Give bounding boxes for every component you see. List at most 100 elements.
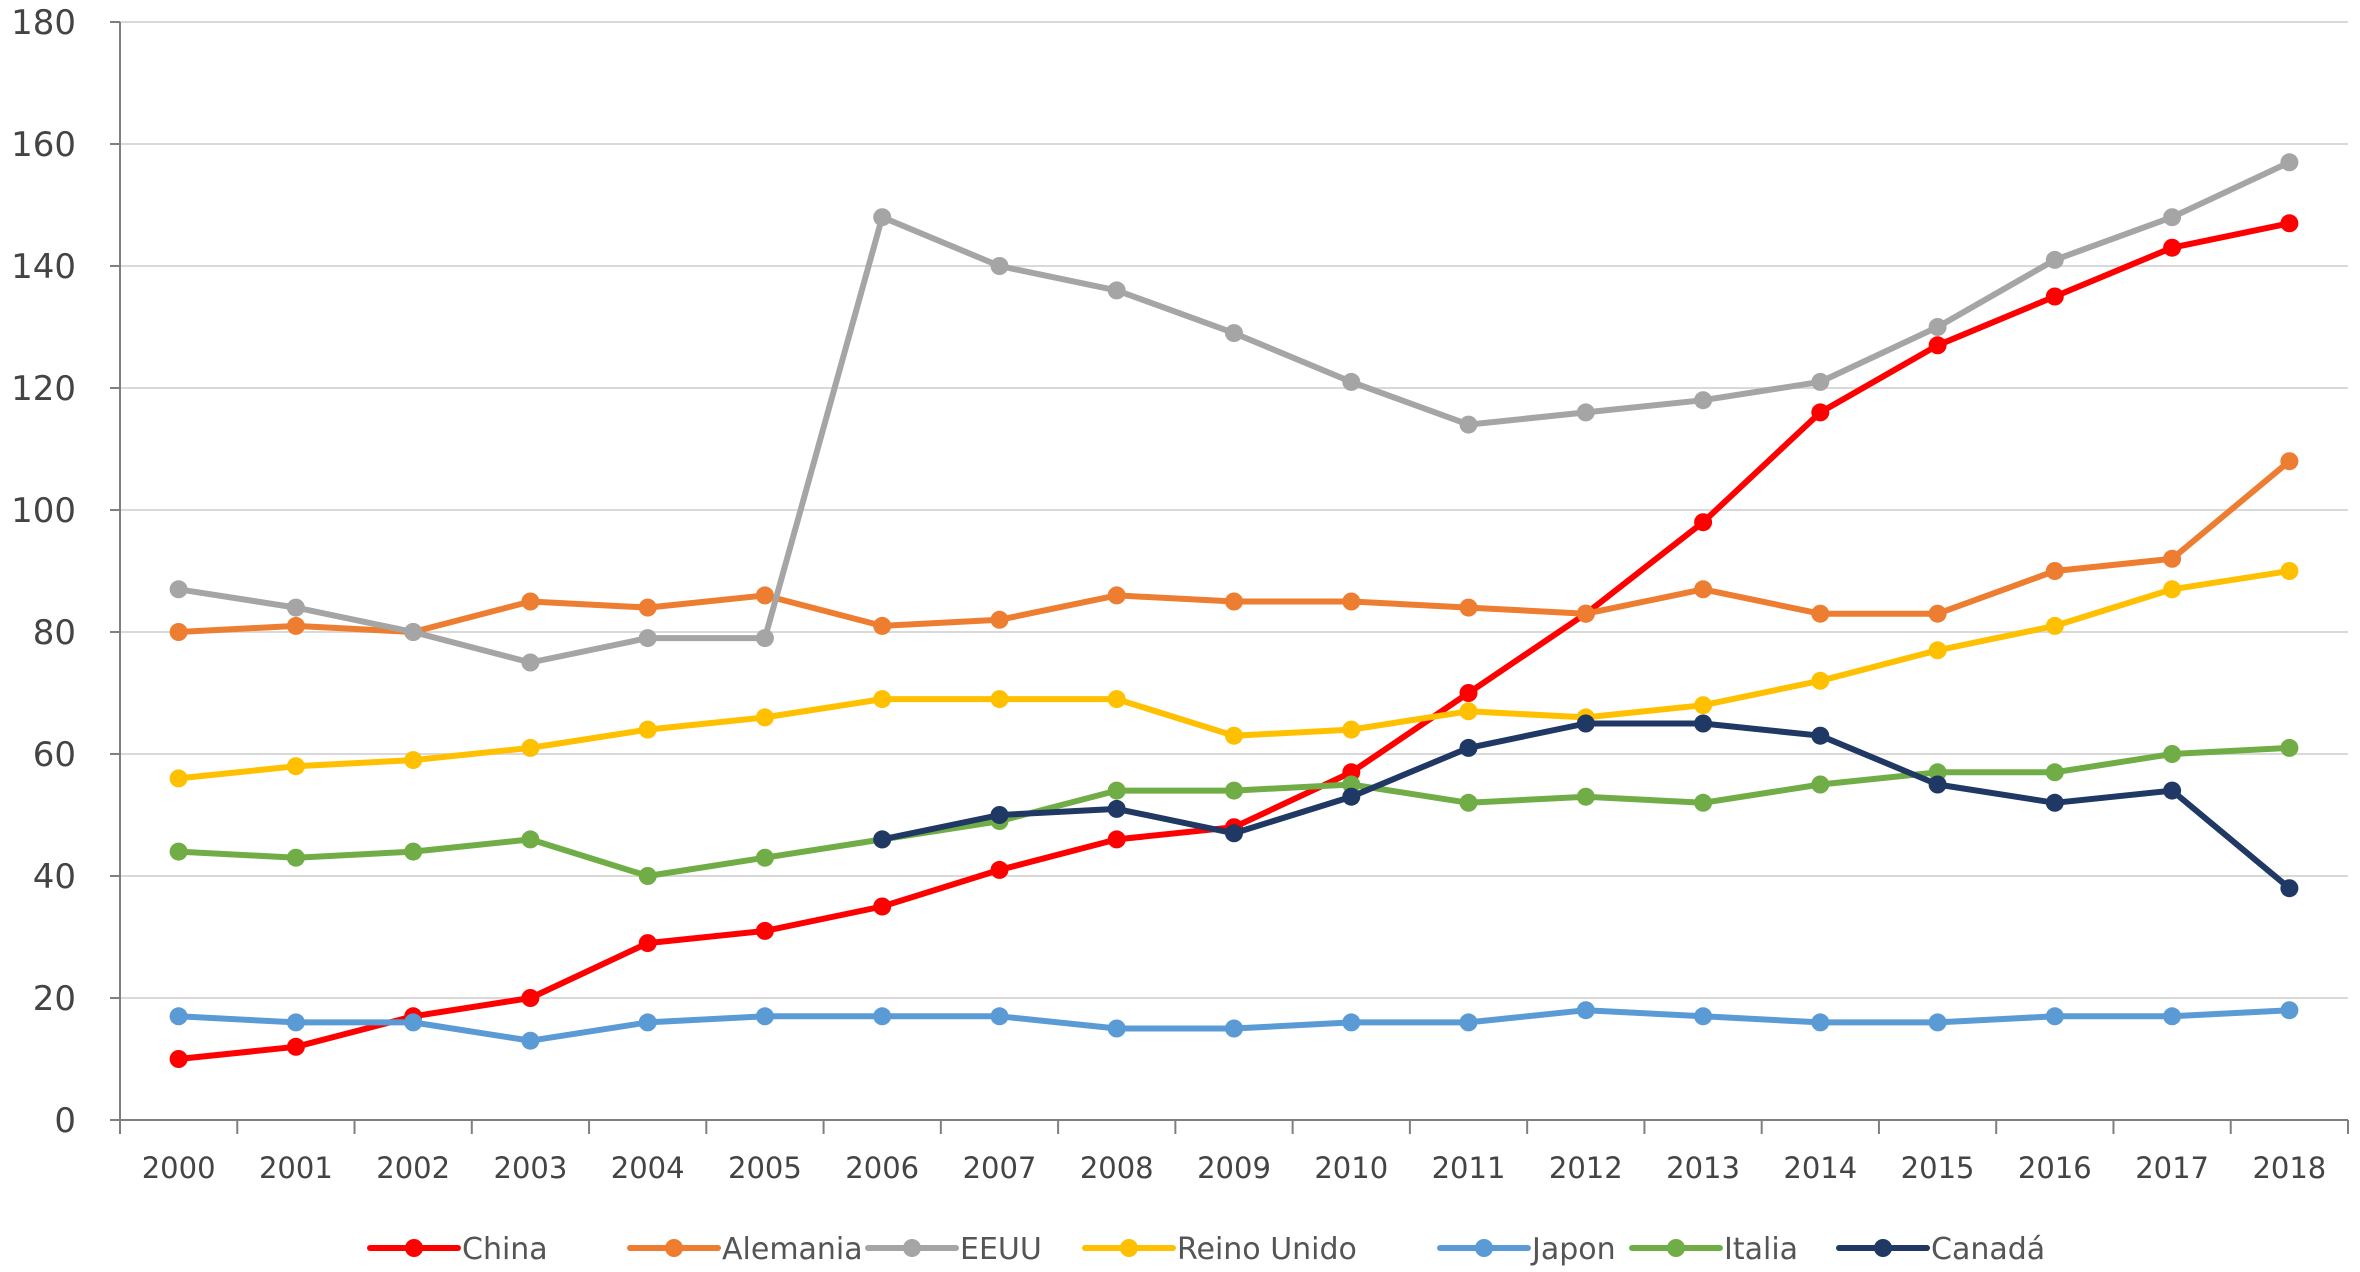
data-point-reino-unido <box>2280 562 2299 580</box>
data-point-china <box>1811 403 1830 422</box>
data-point-reino-unido <box>638 720 657 739</box>
data-point-alemania <box>1694 580 1713 599</box>
data-point-china <box>873 897 892 916</box>
data-point-china <box>638 934 657 953</box>
y-axis-ticks: 0 20 40 60 80 100 120 140 160 180 <box>11 3 76 1141</box>
series-alemania <box>169 452 2299 641</box>
x-tick-label: 2008 <box>1080 1151 1154 1185</box>
data-point-reino-unido <box>990 690 1009 709</box>
legend-item-eeuu: EEUU <box>865 1232 1042 1267</box>
data-point-japon <box>2280 1001 2299 1020</box>
y-tick-label: 120 <box>11 369 76 409</box>
data-point-alemania <box>990 610 1009 629</box>
series-eeuu <box>169 153 2299 672</box>
data-point-reino-unido <box>1225 726 1243 745</box>
x-tick-label: 2007 <box>963 1151 1037 1185</box>
y-tick-label: 20 <box>33 979 76 1019</box>
data-point-eeuu <box>2045 250 2064 269</box>
data-point-alemania <box>521 592 540 611</box>
data-point-alemania <box>2045 562 2064 580</box>
data-point-china <box>990 860 1009 879</box>
legend-marker-eeuu <box>903 1239 921 1257</box>
y-tick-label: 140 <box>11 247 76 287</box>
legend-item-china: China <box>367 1232 548 1267</box>
data-point-eeuu <box>1225 324 1243 343</box>
data-point-canada <box>2045 793 2064 812</box>
legend-item-italia: Italia <box>1629 1232 1798 1267</box>
data-point-italia <box>1811 775 1830 794</box>
x-tick-label: 2015 <box>1901 1151 1975 1185</box>
legend-label-reino-unido: Reino Unido <box>1177 1232 1357 1267</box>
data-point-japon <box>755 1007 774 1026</box>
data-point-japon <box>1928 1013 1947 1032</box>
data-point-japon <box>404 1013 423 1032</box>
legend-marker-japon <box>1475 1239 1493 1257</box>
data-point-alemania <box>1225 592 1243 611</box>
data-point-china <box>1694 513 1713 532</box>
data-point-alemania <box>169 623 188 641</box>
data-point-italia <box>2280 738 2299 757</box>
data-point-italia <box>638 867 657 885</box>
data-point-reino-unido <box>1694 696 1713 715</box>
data-point-china <box>755 921 774 940</box>
data-point-eeuu <box>638 629 657 648</box>
data-point-italia <box>2045 763 2064 782</box>
series-reino-unido <box>169 562 2299 788</box>
data-point-canada <box>873 830 892 849</box>
data-point-reino-unido <box>169 769 188 788</box>
data-point-reino-unido <box>1811 671 1830 690</box>
legend-item-canada: Canadá <box>1836 1232 2045 1267</box>
legend-label-eeuu: EEUU <box>960 1232 1042 1267</box>
y-tick-label: 160 <box>11 125 76 165</box>
data-point-alemania <box>1342 592 1361 611</box>
y-tick-label: 0 <box>54 1101 76 1141</box>
data-point-italia <box>1694 793 1713 812</box>
data-point-reino-unido <box>1107 690 1126 709</box>
data-point-reino-unido <box>1342 720 1361 739</box>
series-lines <box>169 153 2299 1068</box>
data-point-eeuu <box>1694 391 1713 410</box>
data-point-japon <box>2163 1007 2182 1026</box>
series-italia <box>169 738 2299 885</box>
data-point-italia <box>1225 781 1243 800</box>
data-point-eeuu <box>169 580 188 599</box>
data-point-eeuu <box>755 629 774 648</box>
x-tick-label: 2016 <box>2018 1151 2092 1185</box>
data-point-reino-unido <box>2045 616 2064 635</box>
data-point-eeuu <box>1107 281 1126 300</box>
data-point-eeuu <box>1811 372 1830 391</box>
x-tick-label: 2018 <box>2252 1151 2326 1185</box>
data-point-canada <box>1459 738 1478 757</box>
data-point-japon <box>873 1007 892 1026</box>
data-point-eeuu <box>404 623 423 641</box>
data-point-canada <box>2280 879 2299 898</box>
data-point-alemania <box>2163 549 2182 568</box>
data-point-china <box>2163 238 2182 257</box>
data-point-italia <box>169 842 188 861</box>
data-point-china <box>2280 214 2299 233</box>
data-point-japon <box>169 1007 188 1026</box>
data-point-canada <box>1576 714 1595 733</box>
x-tick-label: 2003 <box>494 1151 568 1185</box>
x-tick-label: 2004 <box>611 1151 685 1185</box>
x-tick-label: 2006 <box>845 1151 919 1185</box>
data-point-italia <box>755 848 774 867</box>
y-tick-label: 100 <box>11 491 76 531</box>
data-point-reino-unido <box>2163 580 2182 599</box>
legend: China Alemania EEUU Reino Unido Japon Italia C… <box>367 1232 2045 1267</box>
data-point-alemania <box>755 586 774 605</box>
data-point-italia <box>1576 787 1595 806</box>
data-point-japon <box>1107 1019 1126 1038</box>
legend-label-alemania: Alemania <box>722 1232 863 1267</box>
x-tick-label: 2000 <box>142 1151 216 1185</box>
data-point-eeuu <box>2163 208 2182 227</box>
data-point-japon <box>1459 1013 1478 1032</box>
data-point-eeuu <box>1576 403 1595 422</box>
x-tick-label: 2014 <box>1783 1151 1857 1185</box>
data-point-alemania <box>1811 604 1830 623</box>
series-line-italia <box>175 744 2293 879</box>
legend-item-alemania: Alemania <box>627 1232 863 1267</box>
data-point-japon <box>990 1007 1009 1026</box>
data-point-japon <box>1694 1007 1713 1026</box>
data-point-china <box>1459 684 1478 702</box>
